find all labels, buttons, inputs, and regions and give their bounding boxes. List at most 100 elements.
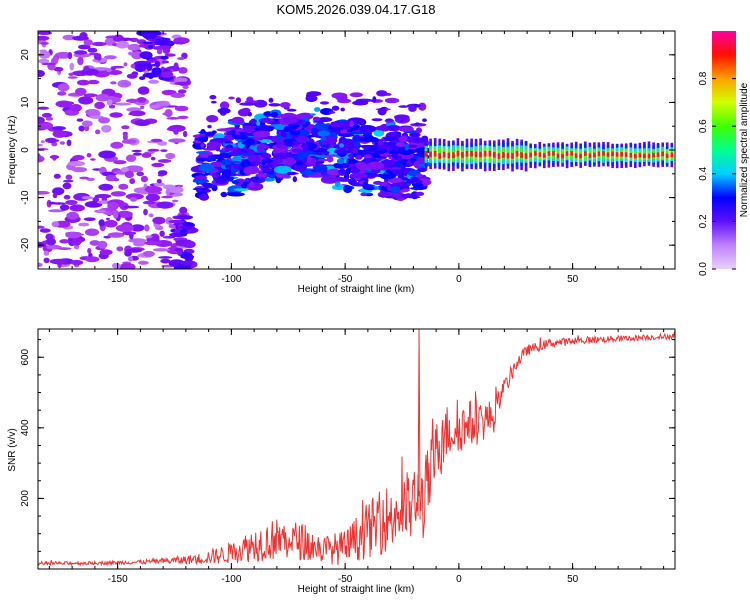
spectral-blob [164,109,173,118]
snr-ticks: -150 -100 -50 0 50 200 400 600 [20,329,675,585]
spectral-blob [166,117,180,120]
spectral-blob [83,217,96,221]
spectral-blob [152,216,166,225]
spectral-blob [254,176,260,180]
spectral-blob [351,165,356,171]
carrier-segment [584,151,587,161]
y-tick-label-snr: 400 [20,419,31,436]
spectral-blob [305,94,318,103]
spectral-blob [123,205,140,209]
spectral-blob [93,52,100,60]
spectral-blob [143,208,148,216]
spectral-blob [373,180,383,185]
spectral-blob [261,158,273,164]
spectral-blob [65,231,82,239]
spectral-blob [377,140,384,146]
spectral-blob [69,204,85,212]
spectral-blob [97,209,107,213]
spectral-blob [41,112,53,118]
spectral-blob [284,138,294,147]
carrier-segment [465,150,469,157]
spectral-blob [314,165,328,172]
spectral-blob [404,193,413,198]
spectral-blob [159,230,165,237]
spectral-blob [277,144,288,150]
spectral-blob [90,158,96,161]
spectral-blob [161,60,169,64]
figure-title: KOM5.2026.039.04.17.G18 [276,2,435,17]
carrier-segment [652,152,655,158]
carrier-segment [515,150,519,157]
spectral-blob [38,116,45,124]
spectral-blob [198,163,215,172]
spectral-blob [352,100,369,106]
spectral-blob [192,179,210,184]
spectral-blob [43,257,50,264]
spectral-blob [124,171,134,178]
spectral-blob [38,225,45,229]
spectral-blob [39,41,49,45]
spectral-blob [65,200,78,205]
spectral-blob [355,154,363,160]
spectral-blob [151,162,165,168]
spectral-blob [97,240,108,249]
spectral-blob [130,224,145,232]
carrier-segment [661,151,664,157]
spectral-blob [149,104,160,109]
spectral-blob [157,173,165,177]
spectral-blob [38,143,43,147]
spectral-blob [324,154,339,157]
spectral-blob [59,239,70,244]
spectral-blob [131,51,144,60]
spectral-blob [336,158,345,164]
spectral-blob [276,132,282,141]
spectral-blob [38,50,51,59]
spectral-blob [133,152,142,156]
spectral-blob [161,37,168,43]
spectral-blob [144,186,163,193]
spectral-blob [297,129,310,138]
spectral-blob [140,175,148,183]
colorbar-tick-label: 0.2 [698,214,709,228]
spectral-blob [66,211,79,220]
colorbar-tick-label: 0.6 [698,119,709,133]
spectral-blob [103,55,117,60]
spectral-blob [333,149,351,154]
spectral-blob [145,193,161,202]
spectral-blob [131,149,142,153]
spectral-blob [286,171,297,176]
spectral-blob [273,152,291,159]
spectral-blob [127,264,135,269]
spectral-blob [121,37,133,41]
spectral-blob [143,33,157,40]
carrier-segment [424,151,428,157]
spectral-blob [87,109,101,118]
spectral-blob [84,228,100,236]
spectral-blob [120,167,129,173]
carrier-segment [561,153,564,159]
carrier-segment [620,152,623,157]
spectral-blob [94,194,112,199]
spectral-blob [59,204,70,211]
spectral-blob [38,35,50,41]
spectrogram-xlabel: Height of straight line (km) [298,284,415,295]
spectral-blob [279,102,291,108]
spectral-blob [390,186,401,193]
x-tick-label-snr: -50 [338,574,353,585]
spectral-blob [226,192,245,197]
spectral-blob [142,41,155,44]
spectral-blob [51,126,66,131]
spectral-blob [372,96,377,103]
spectral-blob [291,148,303,153]
spectral-blob [133,241,146,247]
spectral-blob [98,219,105,227]
spectral-blob [173,128,179,135]
spectral-blob [182,85,189,90]
spectral-blob [98,117,110,124]
spectral-blob [306,155,312,164]
spectral-blob [104,219,118,228]
carrier-segment [597,151,601,157]
spectral-blob [109,112,123,118]
spectral-blob [52,187,65,196]
spectral-blob [55,100,73,108]
